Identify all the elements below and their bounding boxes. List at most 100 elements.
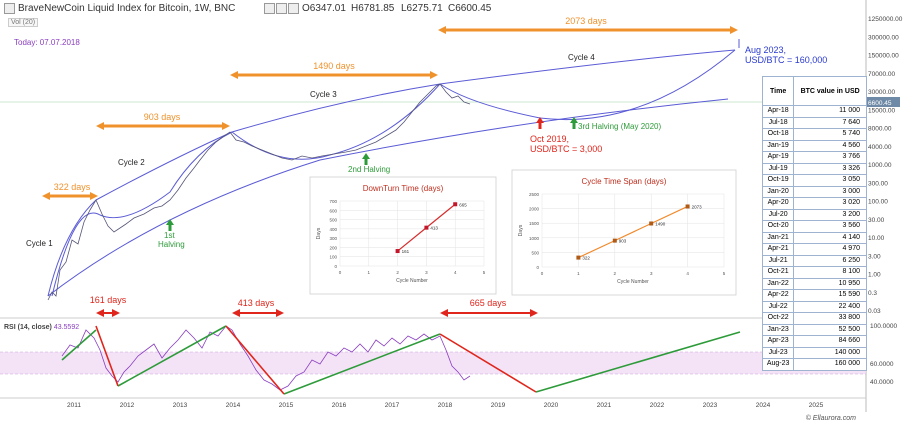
price-axis-tick: 30.00: [868, 217, 885, 224]
table-cell-value: 6 250: [793, 254, 867, 267]
span-arrow-322-head-right: [90, 192, 98, 200]
settings-icon[interactable]: [276, 3, 287, 14]
rsi-uptrend-1: [61, 329, 97, 361]
collapse-icon[interactable]: [4, 3, 15, 14]
downturn-arrow-161-head-right: [112, 309, 120, 317]
table-row: Jul-19 3 326: [761, 162, 867, 175]
label-161-days: 161 days: [90, 295, 127, 305]
table-cell-value: 3 050: [793, 174, 867, 187]
downturn-arrow-161: [96, 309, 120, 317]
table-cell-value: 8 100: [793, 266, 867, 279]
inset-title: Cycle Time Span (days): [582, 177, 667, 186]
oct-2019-arrow: [536, 117, 544, 129]
inset-point: [576, 255, 581, 260]
table-cell-value: 4 970: [793, 243, 867, 256]
downturn-arrow-413-head-left: [232, 309, 240, 317]
table-cell-value: 15 590: [793, 289, 867, 302]
table-cell-time: Jan-23: [761, 323, 795, 336]
table-cell-value: 33 800: [793, 312, 867, 325]
ohlc-low: L6275.71: [401, 3, 443, 14]
inset-xtick: 4: [454, 270, 457, 275]
price-axis-tick: 300000.00: [868, 34, 899, 41]
close-icon[interactable]: [288, 3, 299, 14]
inset-ytick: 400: [329, 227, 337, 232]
inset-title: DownTurn Time (days): [363, 184, 444, 193]
inset-xtick: 5: [483, 270, 486, 275]
cycle-curve-5: [51, 131, 233, 297]
table-cell-value: 4 560: [793, 139, 867, 152]
price-axis-tick: 10.00: [868, 235, 885, 242]
price-axis-tick: 8000.00: [868, 126, 892, 133]
table-row: Jul-21 6 250: [761, 254, 867, 267]
inset-frame: [309, 176, 497, 295]
inset-xtick: 0: [339, 270, 342, 275]
table-cell-value: 3 000: [793, 185, 867, 198]
table-cell-time: Jul-23: [761, 346, 795, 359]
rsi-downtrend-3: [439, 333, 537, 393]
ohlc-open: O6347.01: [302, 3, 346, 14]
span-arrow-903-head-left: [96, 122, 104, 130]
current-price-tag: [866, 97, 900, 107]
table-cell-time: Jan-22: [761, 277, 795, 290]
price-line: [47, 83, 471, 301]
table-cell-time: Jul-18: [761, 116, 795, 129]
rsi-downtrend-2: [225, 325, 285, 395]
downturn-arrow-665-head-right: [530, 309, 538, 317]
inset-series-line: [578, 205, 688, 259]
time-axis-tick: 2024: [756, 402, 771, 409]
price-axis-tick: 300.00: [868, 180, 888, 187]
time-axis-tick: 2018: [438, 402, 453, 409]
table-cell-value: 4 140: [793, 231, 867, 244]
rsi-uptrend-3: [283, 333, 441, 395]
inset-ytick: 100: [329, 255, 337, 260]
table-cell-value: 7 640: [793, 116, 867, 129]
span-arrow-2073: [438, 26, 738, 34]
inset-point: [424, 225, 429, 230]
rsi-value: 43.5592: [53, 324, 80, 331]
ohlc-close: C6600.45: [448, 3, 492, 14]
label-cycle-4: Cycle 4: [568, 53, 595, 62]
inset-point: [612, 238, 617, 243]
price-axis-tick: 100.00: [868, 199, 888, 206]
downturn-arrow-665-head-left: [440, 309, 448, 317]
inset-ytick: 2000: [529, 207, 540, 212]
visibility-icon[interactable]: [264, 3, 275, 14]
downturn-arrow-665: [440, 309, 538, 317]
volume-indicator-label[interactable]: Vol (20): [8, 18, 39, 27]
time-axis-tick: 2012: [120, 402, 135, 409]
time-axis-tick: 2021: [597, 402, 612, 409]
label-cycle-3: Cycle 3: [310, 90, 337, 99]
current-price-label: 6600.45: [868, 100, 892, 107]
halving-2-arrow: [362, 153, 370, 165]
table-row: Jan-23 52 500: [761, 323, 867, 336]
table-cell-value: 10 950: [793, 277, 867, 290]
label-aug-2023-price: USD/BTC = 160,000: [745, 55, 827, 65]
table-header-time: Time: [761, 76, 795, 106]
rsi-axis-tick: 60.0000: [870, 361, 894, 368]
table-row: Apr-18 11 000: [761, 105, 867, 118]
inset-ytick: 300: [329, 236, 337, 241]
table-cell-time: Oct-21: [761, 266, 795, 279]
inset-ylabel: Days: [316, 227, 322, 239]
span-arrow-1490: [230, 71, 438, 79]
inset-data-label: 2073: [692, 204, 703, 209]
label-oct-2019-price: USD/BTC = 3,000: [530, 144, 602, 154]
table-cell-time: Jul-22: [761, 300, 795, 313]
label-1st: 1st: [164, 231, 175, 240]
rsi-axis-tick: 40.0000: [870, 379, 894, 386]
time-axis-tick: 2014: [226, 402, 241, 409]
price-axis-tick: 70000.00: [868, 71, 895, 78]
rsi-uptrend-2: [117, 325, 227, 387]
label-903-days: 903 days: [144, 112, 181, 122]
table-cell-time: Oct-20: [761, 220, 795, 233]
cycle-curve-7: [439, 49, 736, 121]
table-cell-value: 140 000: [793, 346, 867, 359]
inset-xtick: 1: [577, 271, 580, 276]
table-row: Aug-23 160 000: [761, 358, 867, 371]
downturn-arrow-161-head-left: [96, 309, 104, 317]
time-axis-tick: 2023: [703, 402, 718, 409]
inset-ytick: 1500: [529, 221, 540, 226]
inset-ytick: 500: [329, 218, 337, 223]
table-cell-time: Oct-22: [761, 312, 795, 325]
